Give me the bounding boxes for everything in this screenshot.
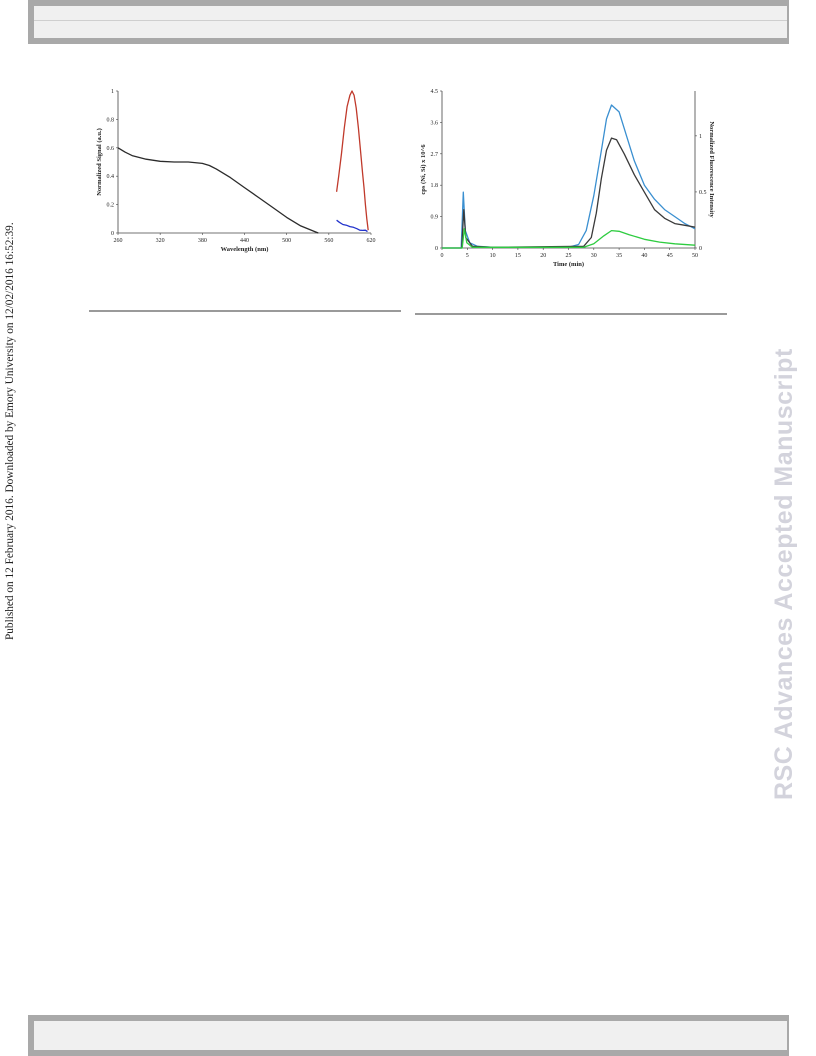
footer-band-inner [34, 1021, 787, 1050]
y-tick-label: 2.7 [431, 152, 439, 158]
y-tick-label: 0.6 [107, 146, 115, 152]
x-axis-label: Wavelength (nm) [221, 246, 269, 253]
header-divider [34, 20, 787, 21]
y-tick-label: 0 [435, 246, 438, 252]
y2-axis-label: Normalized Fluorescence Intensity [708, 121, 715, 218]
x-tick-label: 40 [641, 253, 647, 259]
x-tick-label: 30 [591, 253, 597, 259]
publication-note-text: Published on 12 February 2016. Downloade… [4, 222, 16, 640]
series-line-3 [442, 228, 696, 249]
x-tick-label: 380 [198, 238, 207, 244]
x-tick-label: 15 [515, 253, 521, 259]
x-tick-label: 500 [282, 238, 291, 244]
x-tick-label: 25 [566, 253, 572, 259]
header-band [28, 0, 789, 44]
footer-band [28, 1015, 789, 1056]
series-line-3 [336, 219, 368, 233]
left-figure-rule [89, 310, 401, 312]
y-tick-label: 0 [111, 231, 114, 237]
series-line-1 [442, 104, 696, 249]
x-tick-label: 5 [466, 253, 469, 259]
series-line-2 [335, 90, 369, 231]
y-tick-label: 0.9 [431, 215, 439, 221]
x-tick-label: 0 [441, 253, 444, 259]
series-line-2 [442, 137, 696, 249]
x-tick-label: 560 [324, 238, 333, 244]
x-tick-label: 50 [692, 253, 698, 259]
y-tick-label: 1.8 [431, 183, 439, 189]
x-tick-label: 45 [667, 253, 673, 259]
y-tick-label: 0.2 [107, 203, 115, 209]
y2-tick-label: 0.5 [699, 190, 707, 196]
spectrum-chart: 260 320 380 440 500 560 620 0 0.2 0.4 0.6 0.8 1 Wavel… [96, 89, 376, 253]
x-axis-label: Time (min) [553, 261, 584, 268]
y-tick-label: 1 [111, 89, 114, 95]
header-band-inner [34, 6, 787, 38]
y-tick-label: 3.6 [431, 120, 439, 126]
chromatogram-chart: 0 5 10 15 20 25 30 35 40 45 5000.91.82.73.64.500.5… [420, 89, 715, 268]
x-tick-label: 440 [240, 238, 249, 244]
y-axis-label: Normalized Signal (a.u.) [96, 128, 103, 196]
y2-tick-label: 0 [699, 246, 702, 252]
y-tick-label: 0.8 [107, 117, 115, 123]
x-tick-label: 260 [114, 238, 123, 244]
y-axis-label: cps (Ni, Si) x 10^6 [420, 144, 427, 195]
y2-tick-label: 1 [699, 134, 702, 140]
watermark: RSC Advances Accepted Manuscript [770, 348, 798, 800]
y-tick-label: 0.4 [107, 174, 115, 180]
x-tick-label: 35 [616, 253, 622, 259]
x-tick-label: 20 [540, 253, 546, 259]
x-tick-label: 10 [490, 253, 496, 259]
y-tick-label: 4.5 [431, 89, 439, 95]
x-tick-label: 320 [156, 238, 165, 244]
x-tick-label: 620 [367, 238, 376, 244]
right-figure-rule [415, 313, 727, 315]
series-line-1 [117, 147, 319, 234]
